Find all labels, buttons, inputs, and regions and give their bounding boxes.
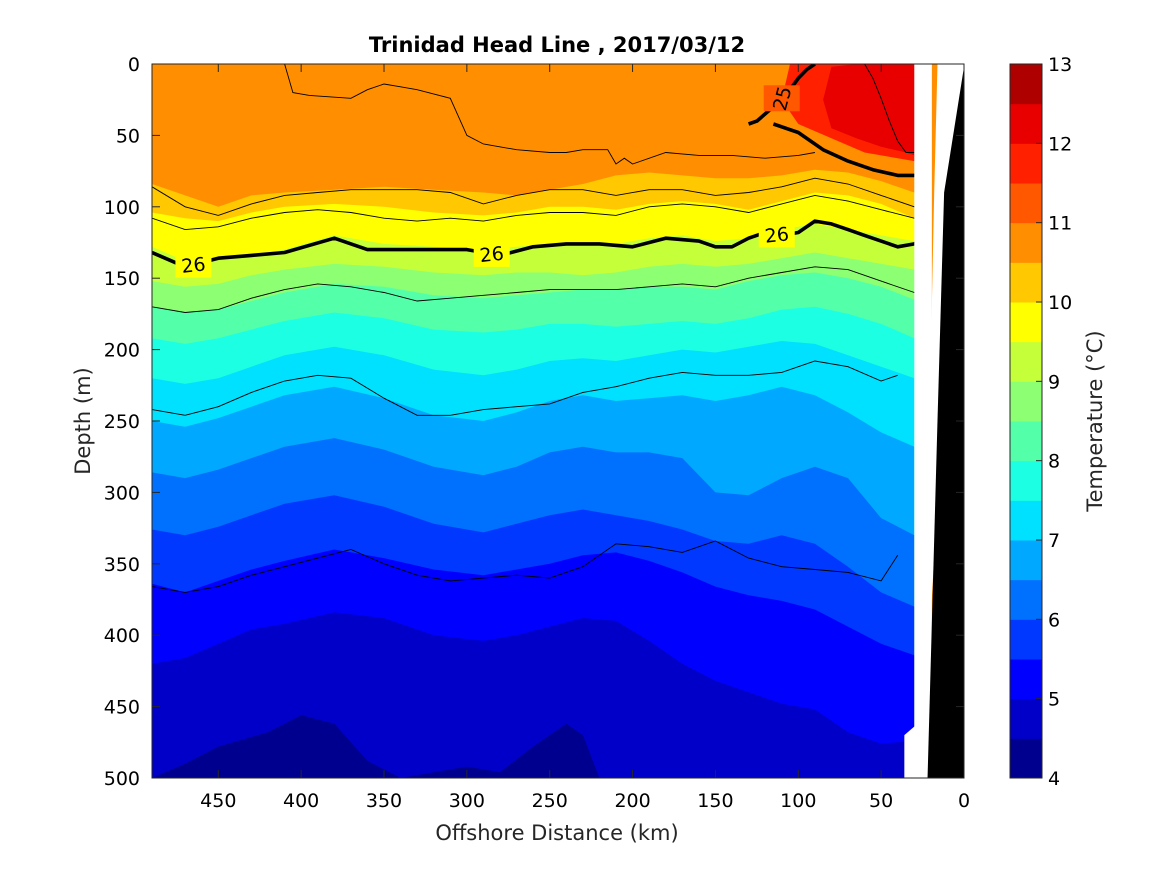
colorbar-segment bbox=[1010, 738, 1042, 779]
warm-core-12 bbox=[823, 64, 931, 159]
colorbar-frame bbox=[1009, 63, 1043, 779]
isopycnal-line-1 bbox=[152, 194, 931, 231]
colorbar-segment bbox=[1010, 183, 1042, 224]
colorbar-tick-label: 5 bbox=[1048, 689, 1060, 711]
colorbar-segment bbox=[1010, 381, 1042, 422]
y-tick-label: 300 bbox=[104, 482, 140, 504]
colorbar-ticks: 4 5 6 7 8 9 10 11 12 13 bbox=[1036, 54, 1072, 790]
x-tick-label: 100 bbox=[780, 790, 816, 812]
colorbar-segment bbox=[1010, 262, 1042, 303]
x-tick-label: 50 bbox=[869, 790, 893, 812]
colorbar-label: Temperature (°C) bbox=[1083, 330, 1107, 512]
y-tick-label: 500 bbox=[104, 768, 140, 790]
colorbar-segment bbox=[1010, 103, 1042, 144]
isopycnal-line-5 bbox=[284, 64, 815, 165]
colorbar-tick-label: 13 bbox=[1048, 54, 1072, 76]
contour-label-text: 26 bbox=[764, 223, 790, 247]
x-axis-ticks: 450 400 350 300 250 200 150 100 50 0 bbox=[200, 64, 970, 812]
isopycnal-line-4 bbox=[152, 540, 899, 593]
isopycnal-line-2 bbox=[152, 266, 932, 313]
isopycnal-line-3 bbox=[152, 360, 898, 416]
colorbar-tick-label: 6 bbox=[1048, 609, 1060, 631]
colorbar-tick-label: 9 bbox=[1048, 371, 1060, 393]
contour-label-bg bbox=[758, 221, 795, 248]
y-tick-label: 100 bbox=[104, 197, 140, 219]
x-tick-label: 450 bbox=[200, 790, 236, 812]
colorbar-segment bbox=[1010, 143, 1042, 184]
colorbar-tick-label: 4 bbox=[1048, 768, 1060, 790]
x-tick-label: 300 bbox=[449, 790, 485, 812]
y-tick-label: 200 bbox=[104, 340, 140, 362]
chart-title: Trinidad Head Line , 2017/03/12 bbox=[369, 33, 745, 57]
y-tick-label: 450 bbox=[104, 697, 140, 719]
isopycnal-thin-lines bbox=[152, 64, 932, 593]
contour-label-bg bbox=[763, 85, 800, 112]
colorbar-segment bbox=[1010, 579, 1042, 620]
x-axis-label: Offshore Distance (km) bbox=[435, 821, 678, 845]
bathymetry-mask bbox=[904, 64, 964, 778]
y-tick-label: 400 bbox=[104, 625, 140, 647]
colorbar-segment bbox=[1010, 540, 1042, 581]
isopycnal-line-0 bbox=[152, 177, 932, 216]
colorbar-tick-label: 8 bbox=[1048, 451, 1060, 473]
y-axis-label: Depth (m) bbox=[71, 367, 95, 474]
x-tick-label: 400 bbox=[283, 790, 319, 812]
contour-label-bg bbox=[473, 240, 510, 267]
colorbar-segment bbox=[1010, 64, 1042, 105]
x-tick-label: 0 bbox=[958, 790, 970, 812]
colorbar-tick-label: 7 bbox=[1048, 530, 1060, 552]
colorbar bbox=[1010, 64, 1042, 779]
isopycnal-bold-2 bbox=[772, 122, 932, 178]
contour-label-bg bbox=[175, 251, 212, 278]
y-tick-label: 0 bbox=[128, 54, 140, 76]
colorbar-tick-label: 12 bbox=[1048, 133, 1072, 155]
colorbar-tick-label: 10 bbox=[1048, 292, 1072, 314]
contour-label-text: 26 bbox=[479, 243, 505, 267]
x-tick-label: 150 bbox=[697, 790, 733, 812]
x-tick-label: 350 bbox=[366, 790, 402, 812]
colorbar-segment bbox=[1010, 619, 1042, 660]
y-axis-ticks: 0 50 100 150 200 250 300 350 400 450 500 bbox=[104, 54, 964, 790]
colorbar-segment bbox=[1010, 222, 1042, 263]
colorbar-segment bbox=[1010, 698, 1042, 739]
y-tick-label: 50 bbox=[116, 125, 140, 147]
colorbar-segment bbox=[1010, 421, 1042, 462]
colorbar-tick-label: 11 bbox=[1048, 213, 1072, 235]
isopycnal-bold-0 bbox=[152, 219, 932, 269]
y-tick-label: 250 bbox=[104, 411, 140, 433]
colorbar-segment bbox=[1010, 302, 1042, 343]
colorbar-segment bbox=[1010, 341, 1042, 382]
y-tick-label: 150 bbox=[104, 268, 140, 290]
isopycnal-line-6 bbox=[864, 64, 915, 153]
y-tick-label: 350 bbox=[104, 554, 140, 576]
temperature-band-below-4.5 bbox=[152, 715, 600, 778]
x-tick-label: 200 bbox=[614, 790, 650, 812]
temperature-fill-layer bbox=[152, 64, 964, 778]
colorbar-segment bbox=[1010, 500, 1042, 541]
colorbar-segment bbox=[1010, 659, 1042, 700]
mask-notch bbox=[904, 720, 921, 778]
x-tick-label: 250 bbox=[532, 790, 568, 812]
seafloor-black bbox=[927, 66, 964, 778]
colorbar-segment bbox=[1010, 460, 1042, 501]
contour-label-text: 26 bbox=[180, 253, 206, 277]
